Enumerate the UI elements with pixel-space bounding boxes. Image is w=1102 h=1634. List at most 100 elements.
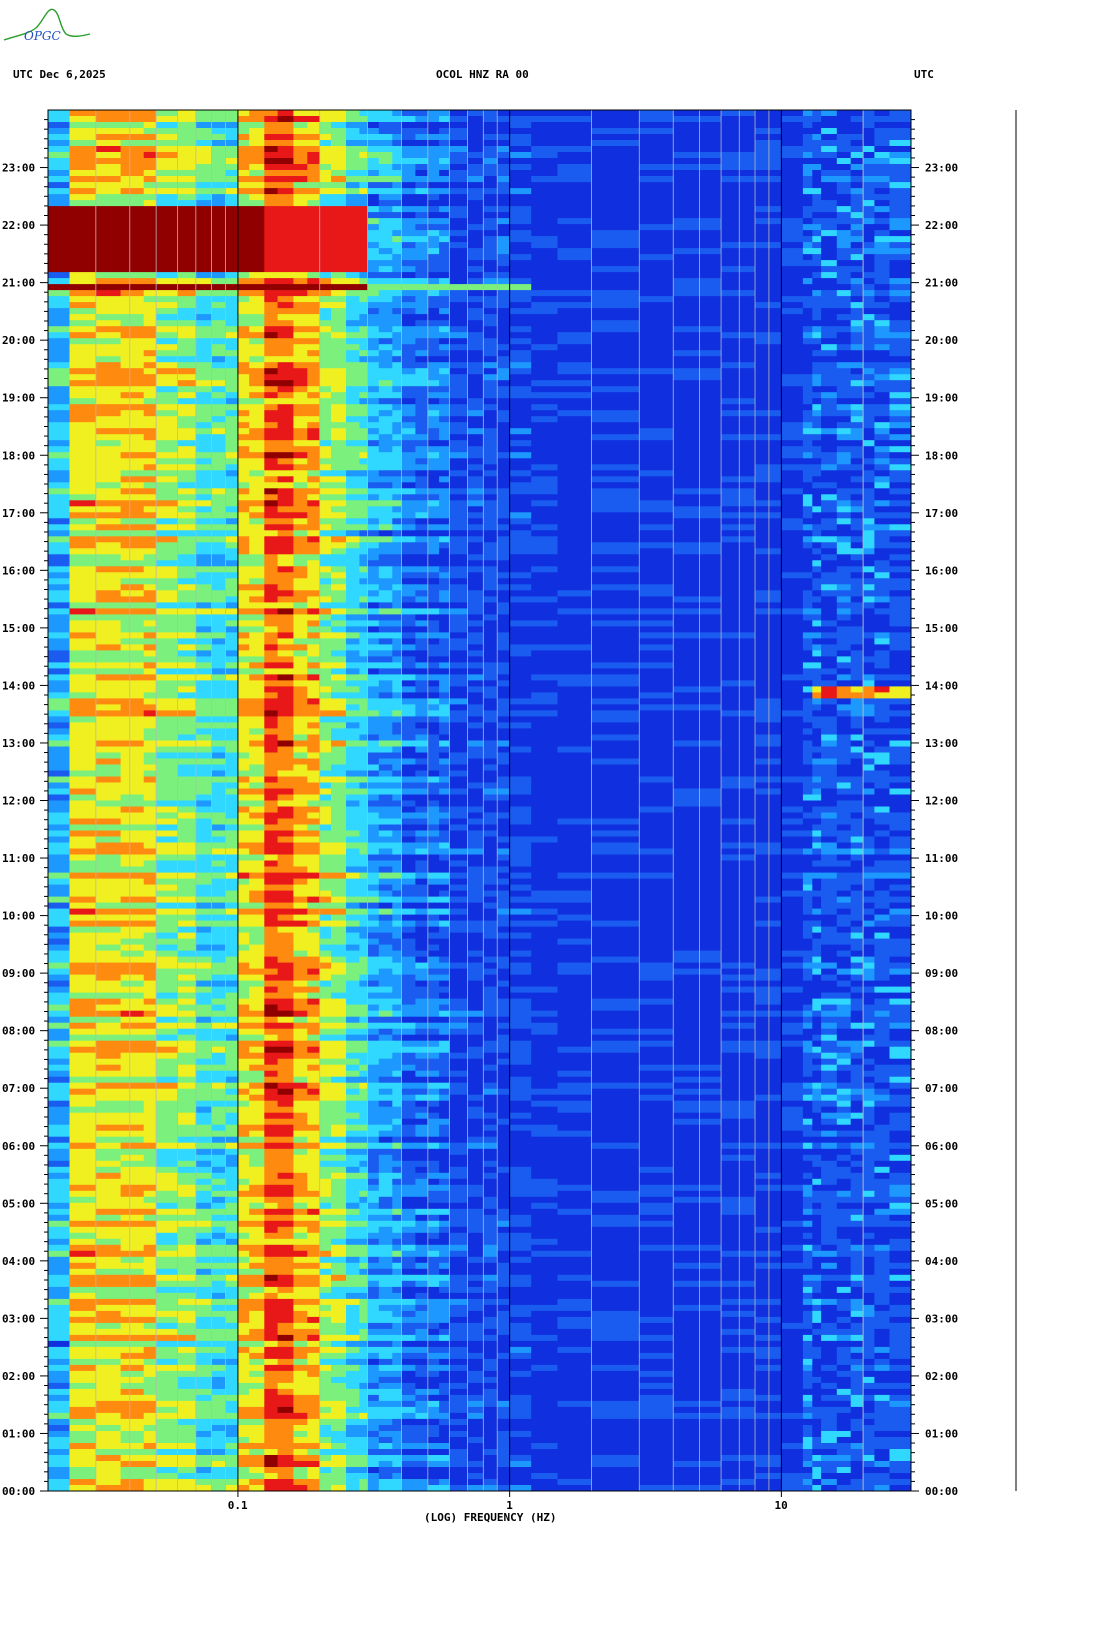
heatmap-cell: [639, 632, 674, 639]
heatmap-cell: [359, 314, 369, 321]
heatmap-cell: [439, 728, 450, 735]
heatmap-cell: [307, 644, 321, 651]
heatmap-cell: [346, 440, 360, 447]
heatmap-cell: [307, 314, 321, 321]
heatmap-cell: [850, 338, 864, 345]
heatmap-cell: [264, 416, 279, 423]
heatmap-cell: [237, 260, 250, 267]
heatmap-cell: [177, 368, 197, 375]
heatmap-cell: [673, 344, 722, 351]
heatmap-cell: [781, 680, 804, 687]
heatmap-cell: [307, 326, 321, 333]
heatmap-cell: [483, 374, 498, 381]
heatmap-cell: [673, 206, 722, 213]
heatmap-cell: [874, 626, 891, 633]
heatmap-cell: [889, 524, 911, 531]
heatmap-cell: [427, 524, 440, 531]
heatmap-cell: [225, 416, 239, 423]
heatmap-cell: [721, 182, 756, 189]
heatmap-cell: [802, 398, 813, 405]
heatmap-cell: [346, 662, 360, 669]
heatmap-cell: [120, 224, 145, 231]
heatmap-cell: [346, 512, 360, 519]
heatmap-cell: [346, 110, 360, 117]
heatmap-cell: [143, 308, 157, 315]
heatmap-cell: [195, 200, 213, 207]
heatmap-cell: [307, 260, 321, 267]
heatmap-cell: [277, 500, 294, 507]
heatmap-cell: [195, 404, 213, 411]
heatmap-cell: [781, 218, 804, 225]
heatmap-cell: [721, 230, 756, 237]
heatmap-cell: [378, 110, 393, 117]
heatmap-cell: [850, 662, 864, 669]
heatmap-cell: [721, 260, 756, 267]
heatmap-cell: [225, 122, 239, 129]
heatmap-cell: [211, 572, 227, 579]
heatmap-cell: [812, 464, 822, 471]
heatmap-cell: [249, 560, 265, 567]
heatmap-cell: [346, 158, 360, 165]
heatmap-cell: [195, 362, 213, 369]
heatmap-cell: [781, 662, 804, 669]
heatmap-cell: [483, 644, 498, 651]
heatmap-cell: [812, 692, 822, 699]
heatmap-cell: [225, 470, 239, 477]
heatmap-cell: [225, 230, 239, 237]
heatmap-cell: [591, 194, 640, 201]
heatmap-cell: [874, 704, 891, 711]
heatmap-cell: [863, 332, 875, 339]
heatmap-cell: [415, 404, 429, 411]
heatmap-cell: [802, 254, 813, 261]
heatmap-cell: [863, 518, 875, 525]
heatmap-cell: [293, 476, 308, 483]
heatmap-cell: [449, 500, 469, 507]
heatmap-cell: [467, 710, 484, 717]
heatmap-cell: [143, 248, 157, 255]
heatmap-cell: [401, 512, 416, 519]
heatmap-cell: [415, 434, 429, 441]
heatmap-cell: [367, 560, 380, 567]
heatmap-cell: [427, 626, 440, 633]
heatmap-cell: [889, 140, 911, 147]
heatmap-cell: [483, 368, 498, 375]
heatmap-cell: [48, 488, 71, 495]
heatmap-cell: [69, 302, 97, 309]
heatmap-cell: [319, 722, 332, 729]
heatmap-cell: [359, 470, 369, 477]
heatmap-cell: [277, 536, 294, 543]
heatmap-cell: [889, 542, 911, 549]
heatmap-cell: [319, 230, 332, 237]
heatmap-cell: [177, 230, 197, 237]
heatmap-cell: [367, 194, 380, 201]
heatmap-cell: [156, 386, 179, 393]
heatmap-cell: [277, 626, 294, 633]
heatmap-cell: [557, 434, 592, 441]
heatmap-cell: [143, 656, 157, 663]
heatmap-cell: [277, 236, 294, 243]
heatmap-cell: [237, 668, 250, 675]
heatmap-cell: [673, 404, 722, 411]
heatmap-cell: [467, 572, 484, 579]
heatmap-cell: [449, 524, 469, 531]
heatmap-cell: [319, 350, 332, 357]
heatmap-cell: [497, 386, 511, 393]
heatmap-cell: [467, 650, 484, 657]
heatmap-cell: [802, 362, 813, 369]
heatmap-cell: [319, 272, 332, 279]
heatmap-cell: [307, 500, 321, 507]
heatmap-cell: [346, 530, 360, 537]
heatmap-cell: [802, 716, 813, 723]
heatmap-cell: [346, 710, 360, 717]
heatmap-cell: [277, 416, 294, 423]
heatmap-cell: [211, 284, 227, 291]
heatmap-cell: [836, 440, 852, 447]
heatmap-cell: [483, 272, 498, 279]
heatmap-cell: [755, 272, 782, 279]
heatmap-cell: [874, 236, 891, 243]
heatmap-cell: [331, 404, 347, 411]
heatmap-cell: [889, 728, 911, 735]
heatmap-cell: [639, 170, 674, 177]
heatmap-cell: [721, 728, 756, 735]
heatmap-cell: [439, 662, 450, 669]
